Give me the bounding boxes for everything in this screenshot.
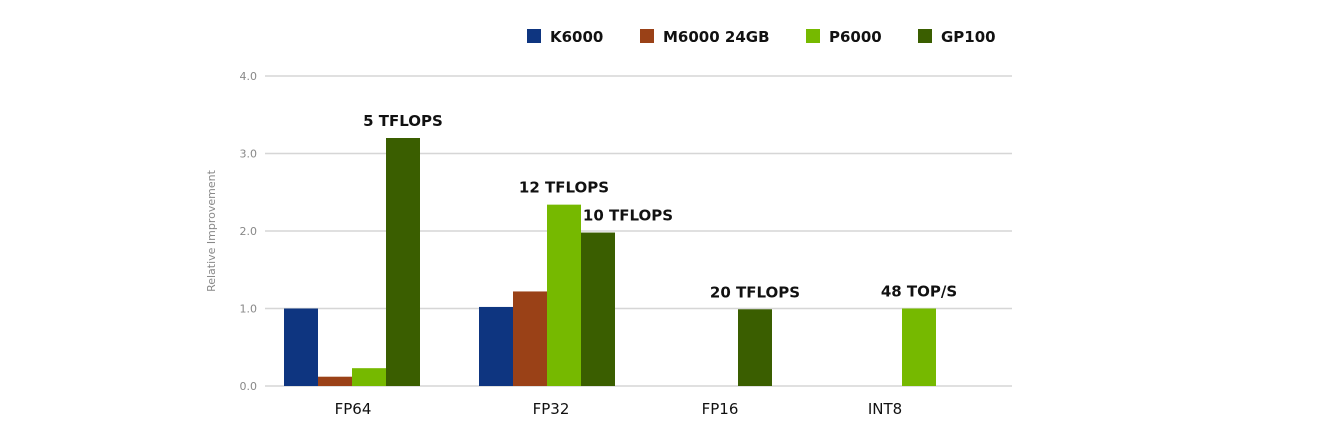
legend-swatch [527,29,541,43]
legend-swatch [806,29,820,43]
bar-k6000-fp32 [479,306,513,386]
bar-gp100-fp32 [581,232,615,386]
legend-label: M6000 24GB [663,28,770,46]
bar-m6000-24gb-fp32 [513,291,547,386]
legend-label: GP100 [941,28,996,46]
x-tick-label: FP32 [533,400,570,418]
y-tick-label: 0.0 [240,380,258,393]
y-tick-label: 3.0 [240,148,258,161]
bar-p6000-fp32 [547,204,581,386]
y-tick-label: 2.0 [240,225,258,238]
y-tick-label: 1.0 [240,303,258,316]
x-tick-label: FP64 [335,400,372,418]
x-tick-label: FP16 [702,400,739,418]
bar-gp100-fp64 [386,138,420,386]
bar-p6000-int8 [902,308,936,386]
y-axis-label: Relative Improvement [205,169,218,292]
legend-swatch [918,29,932,43]
data-label: 20 TFLOPS [710,283,800,301]
data-label: 5 TFLOPS [363,112,443,130]
legend-label: P6000 [829,28,882,46]
bar-m6000-24gb-fp64 [318,376,352,386]
data-label: 10 TFLOPS [583,207,673,225]
y-tick-label: 4.0 [240,70,258,83]
legend-label: K6000 [550,28,603,46]
data-label: 48 TOP/S [881,283,957,301]
x-tick-label: INT8 [868,400,902,418]
legend-swatch [640,29,654,43]
data-label: 12 TFLOPS [519,179,609,197]
bar-k6000-fp64 [284,308,318,386]
bar-p6000-fp64 [352,368,386,386]
bar-gp100-fp16 [738,309,772,386]
